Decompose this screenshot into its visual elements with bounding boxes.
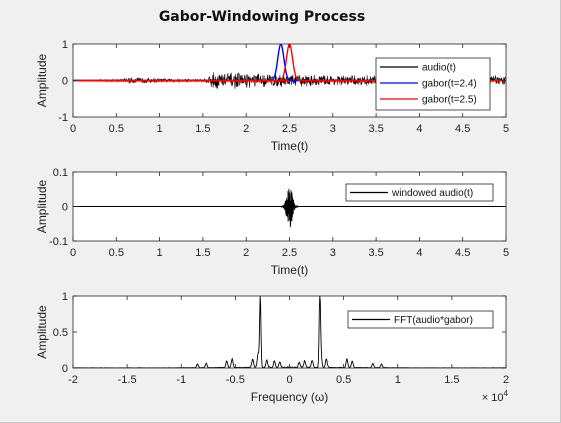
- legend-entry: audio(t): [422, 63, 456, 74]
- x-tick-label: 1.5: [444, 374, 459, 386]
- x-tick-label: 0.5: [109, 247, 124, 259]
- chart-1: 0 0.5 1 1.5 2 2.5 3 3.5 4 4.5 5-101Time(t)Amplitud…: [35, 39, 509, 153]
- y-tick-label: 1: [62, 291, 68, 303]
- y-tick-label: -1: [58, 112, 68, 124]
- x-tick-label: 0: [70, 123, 76, 135]
- y-tick-label: 0.1: [53, 167, 68, 179]
- chart-2: 0 0.5 1 1.5 2 2.5 3 3.5 4 4.5 5-0.100.1Time(t)Ampl…: [35, 167, 509, 277]
- x-tick-label: 0.5: [336, 374, 351, 386]
- x-tick-label: -1.5: [118, 374, 137, 386]
- x-tick-label: -0.5: [226, 374, 245, 386]
- x-tick-label: 2: [503, 374, 509, 386]
- figure-title: Gabor-Windowing Process: [159, 9, 365, 25]
- x-tick-label: 0.5: [109, 123, 124, 135]
- y-axis-label: Amplitude: [35, 305, 49, 359]
- legend-entry: gabor(t=2.4): [422, 79, 477, 90]
- y-tick-label: 0.5: [53, 327, 68, 339]
- x-tick-label: 0: [70, 247, 76, 259]
- x-tick-label: 2.5: [282, 247, 297, 259]
- x-tick-label: 1: [157, 123, 163, 135]
- legend: windowed audio(t): [346, 184, 493, 201]
- x-tick-label: 1.5: [195, 247, 210, 259]
- x-tick-label: 5: [503, 123, 509, 135]
- plot-area: [73, 296, 506, 368]
- x-tick-label: 1: [395, 374, 401, 386]
- y-tick-label: 0: [62, 202, 68, 214]
- legend-entry: FFT(audio*gabor): [394, 315, 473, 326]
- x-tick-label: 4: [416, 123, 422, 135]
- legend: audio(t) gabor(t=2.4) gabor(t=2.5): [376, 58, 490, 110]
- x-axis-multiplier: × 104: [482, 389, 509, 404]
- y-axis-label: Amplitude: [35, 54, 49, 108]
- chart-3: -2 -1.5 -1 -0.5 0 0.5 1 1.5 2 0 0.5 1 Frequency (ω) A…: [35, 291, 509, 404]
- x-tick-label: 3: [330, 123, 336, 135]
- y-tick-label: -0.1: [49, 236, 68, 248]
- legend: FFT(audio*gabor): [348, 311, 493, 328]
- y-axis-label: Amplitude: [35, 180, 49, 234]
- x-tick-label: 4.5: [455, 247, 470, 259]
- legend-entry: gabor(t=2.5): [422, 95, 477, 106]
- x-tick-label: -2: [68, 374, 78, 386]
- y-tick-label: 0: [62, 76, 68, 88]
- x-tick-label: 3: [330, 247, 336, 259]
- x-tick-label: 1: [157, 247, 163, 259]
- x-tick-label: 4.5: [455, 123, 470, 135]
- x-tick-label: 2.5: [282, 123, 297, 135]
- x-tick-label: 3.5: [368, 247, 383, 259]
- x-tick-label: 1.5: [195, 123, 210, 135]
- y-tick-label: 1: [62, 39, 68, 51]
- x-tick-label: 5: [503, 247, 509, 259]
- y-tick-label: 0: [62, 363, 68, 375]
- x-axis-label: Frequency (ω): [251, 390, 328, 404]
- x-tick-label: 0: [286, 374, 292, 386]
- x-tick-label: 2: [243, 123, 249, 135]
- x-tick-label: 3.5: [368, 123, 383, 135]
- x-axis-label: Time(t): [271, 263, 309, 277]
- x-tick-label: 2: [243, 247, 249, 259]
- x-axis-label: Time(t): [271, 139, 309, 153]
- legend-entry: windowed audio(t): [391, 188, 473, 199]
- x-tick-label: 4: [416, 247, 422, 259]
- x-tick-label: -1: [176, 374, 186, 386]
